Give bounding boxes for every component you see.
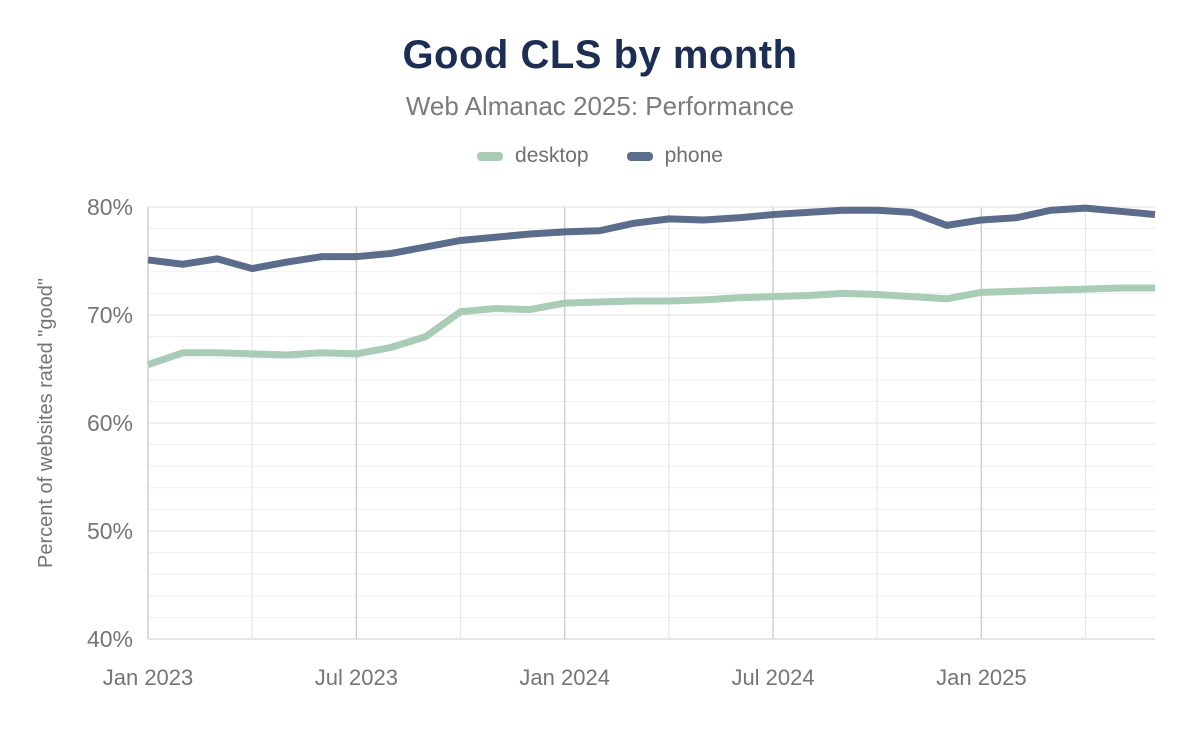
y-tick-label: 50% xyxy=(87,518,133,544)
x-tick-label: Jul 2024 xyxy=(731,665,814,690)
legend-item-phone: phone xyxy=(626,144,723,168)
x-tick-label: Jan 2023 xyxy=(103,665,194,690)
desktop-line xyxy=(146,284,1155,368)
x-tick-label: Jul 2023 xyxy=(315,665,398,690)
y-tick-label: 80% xyxy=(87,194,133,220)
legend-label-desktop: desktop xyxy=(515,144,589,167)
y-tick-label: 60% xyxy=(87,410,133,436)
legend-swatch-desktop-icon xyxy=(477,151,504,161)
x-tick-label: Jan 2024 xyxy=(519,665,610,690)
x-tick-label: Jan 2025 xyxy=(936,665,1027,690)
chart-title: Good CLS by month xyxy=(402,33,798,77)
phone-line xyxy=(147,204,1156,273)
y-tick-label: 70% xyxy=(87,302,133,328)
legend-item-desktop: desktop xyxy=(477,144,589,168)
legend-label-phone: phone xyxy=(664,144,723,167)
chart-subtitle: Web Almanac 2025: Performance xyxy=(405,91,795,121)
y-tick-label: 40% xyxy=(87,626,133,652)
legend: desktop phone xyxy=(0,144,1200,168)
legend-swatch-phone-icon xyxy=(626,151,653,161)
y-axis-title: Percent of websites rated "good" xyxy=(35,278,57,568)
